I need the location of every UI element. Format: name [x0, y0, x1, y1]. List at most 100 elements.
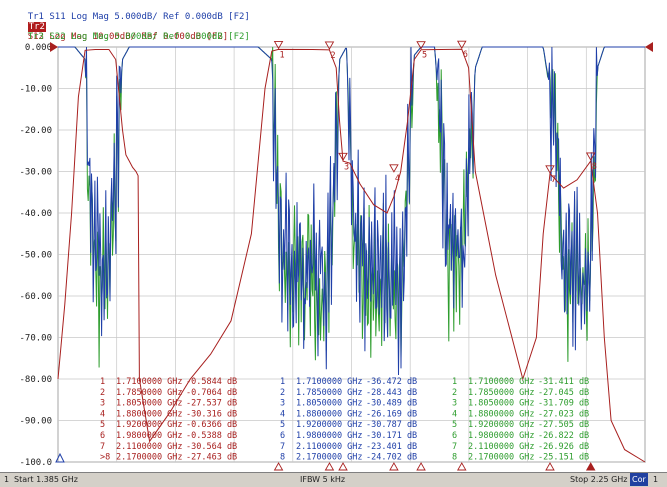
channel-number: 1 — [4, 475, 10, 484]
marker-table-freq: 1.8050000 GHz — [116, 399, 183, 409]
marker-table-freq: 1.8800000 GHz — [116, 409, 183, 419]
marker-triangle — [324, 41, 335, 50]
s12-trace — [57, 48, 646, 463]
marker-table-freq: 1.9200000 GHz — [116, 420, 183, 430]
marker-table-freq: 1.8800000 GHz — [296, 409, 363, 419]
stimulus-marker — [585, 462, 596, 471]
cor-indicator[interactable]: Cor — [630, 473, 648, 486]
marker-triangle — [545, 165, 555, 174]
marker-table-index: 1 — [280, 377, 285, 387]
marker-table-index: 1 — [452, 377, 457, 387]
marker-table-value: -0.7064 dB — [186, 388, 237, 398]
marker-table-freq: 2.1100000 GHz — [296, 442, 363, 452]
marker-label: 3 — [344, 162, 349, 172]
marker-table-freq: 1.9800000 GHz — [296, 431, 363, 441]
trace-2-tag: Tr2 — [27, 22, 46, 32]
marker-triangle — [389, 164, 399, 173]
ifbw[interactable]: IFBW 5 kHz — [300, 475, 346, 484]
stimulus-marker — [324, 462, 335, 471]
stimulus-marker — [456, 462, 467, 471]
marker-label: 6 — [463, 50, 468, 60]
marker-table-freq: 2.1700000 GHz — [296, 453, 363, 463]
marker-table-index: 5 — [100, 420, 105, 430]
stimulus-marker — [545, 462, 555, 471]
marker-table-freq: 1.7850000 GHz — [296, 388, 363, 398]
marker-table-freq: 1.9800000 GHz — [116, 431, 183, 441]
ref-arrow-right — [645, 42, 653, 52]
marker-table-freq: 1.9200000 GHz — [468, 420, 535, 430]
trace-header-2[interactable]: Tr2 S12 Log Mag 10.00dB/ Ref 0.000dB [F2… — [6, 12, 228, 52]
marker-label: 8 — [592, 162, 597, 172]
marker-table-value: -31.709 dB — [538, 399, 589, 409]
marker-table-freq: 1.7850000 GHz — [468, 388, 535, 398]
marker-table-value: -30.316 dB — [186, 409, 237, 419]
sparam-plot[interactable]: 0.000 -10.00 -20.00 -30.00 -40.00 -50.00 -60.0… — [0, 0, 667, 472]
marker-table-value: -27.023 dB — [538, 409, 589, 419]
marker-triangle — [585, 152, 596, 161]
marker-table-index: 8 — [280, 453, 285, 463]
stimulus-marker — [389, 462, 399, 471]
trace-2-label: S12 Log Mag 10.00dB/ Ref 0.000dB [F2] — [27, 32, 229, 42]
marker-table-index: 1 — [100, 377, 105, 387]
marker-triangle — [416, 41, 426, 50]
marker-table-index: 4 — [452, 409, 457, 419]
marker-table-value: -0.5844 dB — [186, 377, 237, 387]
marker-table-value: -26.926 dB — [538, 442, 589, 452]
marker-table-value: -26.822 dB — [538, 431, 589, 441]
marker-table-freq: 2.1100000 GHz — [468, 442, 535, 452]
y-tick-label: -30.00 — [19, 168, 52, 178]
marker-table-value: -0.5388 dB — [186, 431, 237, 441]
s11-trace — [58, 46, 645, 376]
stop-freq[interactable]: Stop 2.25 GHz — [570, 475, 628, 484]
stimulus-marker — [273, 462, 284, 471]
marker-table-index: 2 — [280, 388, 285, 398]
marker-table-freq: 2.1700000 GHz — [116, 453, 183, 463]
marker-table-value: -31.411 dB — [538, 377, 589, 387]
status-trailing: 1 — [653, 475, 659, 484]
marker-triangle — [273, 40, 284, 50]
marker-label: 1 — [280, 50, 285, 60]
marker-table-index: 4 — [280, 409, 285, 419]
marker-table-value: -23.401 dB — [366, 442, 417, 452]
marker-table-freq: 1.7100000 GHz — [468, 377, 535, 387]
marker-table-index: 6 — [452, 431, 457, 441]
marker-table-index: 7 — [452, 442, 457, 452]
y-tick-label: -10.00 — [19, 85, 52, 95]
marker-table-index: 5 — [280, 420, 285, 430]
status-bar: 1 Start 1.385 GHz IFBW 5 kHz Stop 2.25 G… — [0, 472, 667, 487]
marker-table-index: 7 — [280, 442, 285, 452]
marker-table-value: -0.6366 dB — [186, 420, 237, 430]
stimulus-marker — [338, 462, 348, 471]
marker-table-value: -26.169 dB — [366, 409, 417, 419]
y-tick-label: -50.00 — [19, 251, 52, 261]
marker-table-freq: 1.8050000 GHz — [468, 399, 535, 409]
trace-1-label: Tr1 S11 Log Mag 5.000dB/ Ref 0.000dB [F2… — [27, 12, 250, 22]
marker-label: 4 — [395, 174, 400, 184]
marker-table-index: 3 — [100, 399, 105, 409]
marker-table-value: -27.463 dB — [186, 453, 237, 463]
trace-header-1[interactable]: Tr1 S11 Log Mag 5.000dB/ Ref 0.000dB [F2… — [6, 2, 250, 32]
y-tick-label: -60.00 — [19, 292, 52, 302]
trace-header-3[interactable]: Tr3 S22 Log Mag 5.000dB/ Ref 0.000dB [F2… — [6, 22, 250, 52]
marker-table-value: -27.537 dB — [186, 399, 237, 409]
marker-table-index: 8 — [452, 453, 457, 463]
y-tick-label: 0.000 — [25, 43, 52, 53]
marker-table-freq: 1.8800000 GHz — [468, 409, 535, 419]
marker-table-freq: 1.7850000 GHz — [116, 388, 183, 398]
start-freq[interactable]: Start 1.385 GHz — [14, 475, 78, 484]
marker-table-freq: 1.9800000 GHz — [468, 431, 535, 441]
marker-table-index: 5 — [452, 420, 457, 430]
marker-triangle — [338, 152, 348, 162]
marker-table-freq: 1.8050000 GHz — [296, 399, 363, 409]
marker-table-freq: 1.7100000 GHz — [116, 377, 183, 387]
marker-table-value: -30.787 dB — [366, 420, 417, 430]
ref-arrow-left — [50, 42, 58, 52]
marker-label: 5 — [422, 51, 427, 61]
marker-label: 7 — [551, 175, 556, 185]
marker-table-value: -28.443 dB — [366, 388, 417, 398]
marker-table-index: 3 — [452, 399, 457, 409]
marker-table-value: -24.702 dB — [366, 453, 417, 463]
marker-table-value: -27.045 dB — [538, 388, 589, 398]
y-tick-label: -80.00 — [19, 375, 52, 385]
